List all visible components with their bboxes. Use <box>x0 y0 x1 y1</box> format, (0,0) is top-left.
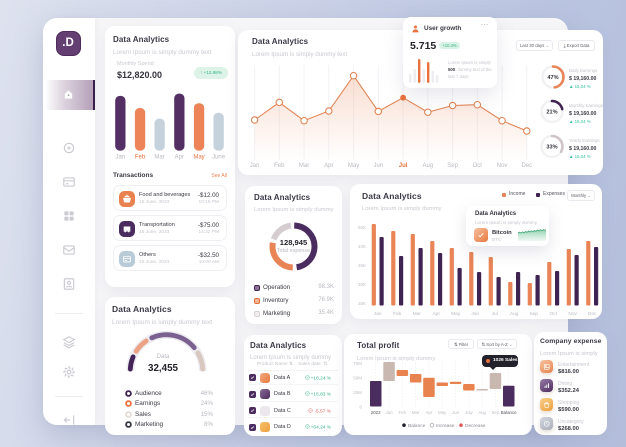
svg-text:Sep: Sep <box>447 163 458 169</box>
svg-text:Monthly Earnings: Monthly Earnings <box>569 103 603 108</box>
svg-text:June: June <box>212 155 226 161</box>
svg-text:Nov: Nov <box>497 163 508 169</box>
svg-text:▲ 15,04 %: ▲ 15,04 % <box>569 84 591 89</box>
svg-text:25M: 25M <box>353 390 362 395</box>
svg-text:Oct: Oct <box>473 163 483 169</box>
svg-text:July: July <box>465 410 474 415</box>
svg-text:$ 19,160.00: $ 19,160.00 <box>569 146 597 152</box>
svg-text:Jan: Jan <box>250 163 260 169</box>
svg-text:Jan: Jan <box>374 311 382 317</box>
svg-text:Feb: Feb <box>135 155 146 161</box>
svg-text:May: May <box>193 155 204 161</box>
svg-text:Feb: Feb <box>393 311 402 317</box>
svg-text:0: 0 <box>359 405 362 410</box>
svg-text:Balance: Balance <box>501 410 517 415</box>
svg-text:Daily Earnings: Daily Earnings <box>569 68 598 73</box>
svg-text:$ 19,160.00: $ 19,160.00 <box>569 76 597 82</box>
svg-text:21%: 21% <box>546 110 557 116</box>
svg-text:Apr: Apr <box>175 155 184 161</box>
svg-text:Balance: Balance <box>408 423 426 429</box>
svg-text:May: May <box>451 311 461 317</box>
svg-text:Nov: Nov <box>568 311 577 317</box>
svg-text:May: May <box>438 410 447 415</box>
svg-text:▲ 15,04 %: ▲ 15,04 % <box>569 154 591 159</box>
svg-text:25K: 25K <box>358 301 366 306</box>
svg-text:30K: 30K <box>358 282 366 287</box>
svg-text:Sep: Sep <box>529 311 538 317</box>
svg-text:Feb: Feb <box>399 410 407 415</box>
svg-text:47%: 47% <box>547 75 558 81</box>
svg-text:Jul: Jul <box>492 311 498 317</box>
svg-text:40K: 40K <box>358 244 366 249</box>
svg-text:$ 19,160.00: $ 19,160.00 <box>569 111 597 117</box>
svg-text:Apr: Apr <box>425 410 432 415</box>
svg-text:50M: 50M <box>353 376 362 381</box>
svg-text:Jun: Jun <box>373 163 383 169</box>
svg-text:75M: 75M <box>353 361 362 366</box>
svg-text:Jan: Jan <box>385 410 393 415</box>
svg-text:Dec: Dec <box>588 311 597 317</box>
svg-text:Apr: Apr <box>432 311 440 317</box>
svg-text:Sep: Sep <box>491 410 499 415</box>
svg-text:Aug: Aug <box>510 311 519 317</box>
svg-text:Dec: Dec <box>521 163 532 169</box>
svg-text:50K: 50K <box>358 225 366 230</box>
svg-text:Jan: Jan <box>115 155 125 161</box>
svg-text:Feb: Feb <box>274 163 285 169</box>
svg-text:▲ 15,04 %: ▲ 15,04 % <box>569 119 591 124</box>
svg-text:Decrease: Decrease <box>465 423 486 429</box>
svg-text:Apr: Apr <box>324 163 333 169</box>
svg-text:Mar: Mar <box>299 163 309 169</box>
svg-text:Jun: Jun <box>471 311 479 317</box>
svg-text:Mar: Mar <box>412 410 420 415</box>
svg-text:Jul: Jul <box>399 163 408 169</box>
svg-text:2022: 2022 <box>371 410 381 415</box>
svg-text:Aug: Aug <box>478 410 486 415</box>
svg-text:Jun: Jun <box>452 410 460 415</box>
svg-text:Mar: Mar <box>413 311 422 317</box>
svg-text:35K: 35K <box>358 263 366 268</box>
svg-text:Aug: Aug <box>422 163 433 169</box>
svg-text:Increase: Increase <box>436 423 455 429</box>
svg-text:33%: 33% <box>546 145 557 151</box>
svg-text:Mar: Mar <box>154 155 164 161</box>
svg-text:Yearly Earnings: Yearly Earnings <box>569 138 600 143</box>
svg-text:May: May <box>348 163 359 169</box>
svg-text:Oct: Oct <box>549 311 557 317</box>
